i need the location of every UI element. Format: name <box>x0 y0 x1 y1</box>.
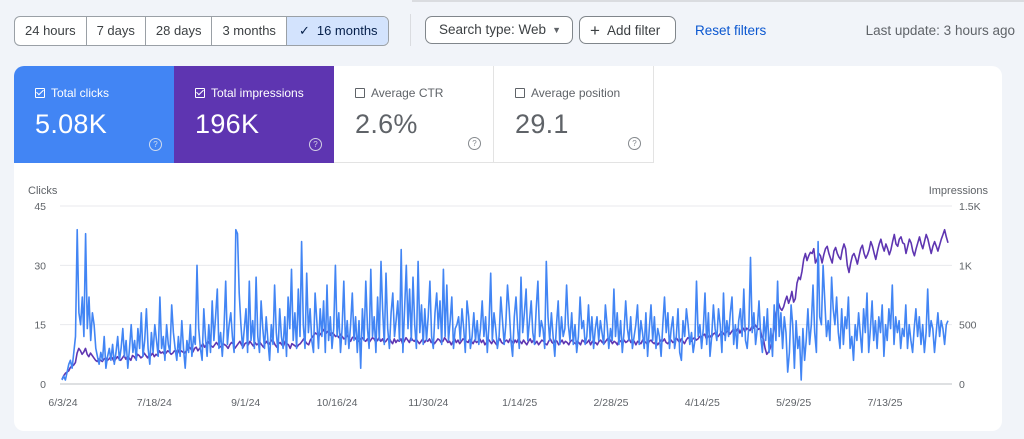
range-24-hours[interactable]: 24 hours <box>15 17 87 45</box>
y-right-tick-label: 0 <box>959 379 965 391</box>
x-tick-label: 4/14/25 <box>685 397 720 409</box>
x-tick-label: 11/30/24 <box>408 397 448 409</box>
metric-total-impressions-label-row: Total impressions <box>195 86 334 100</box>
checkbox-checked-icon[interactable] <box>195 88 205 98</box>
range-16-months-label: 16 months <box>316 23 378 38</box>
checkmark-icon: ✓ <box>298 23 310 38</box>
y-left-tick-label: 15 <box>34 320 46 332</box>
metric-total-impressions[interactable]: Total impressions 196K ? <box>174 66 334 163</box>
search-type-label: Search type: Web <box>439 22 547 37</box>
dropdown-caret-icon: ▼ <box>552 25 561 35</box>
metric-total-clicks-label-row: Total clicks <box>35 86 174 100</box>
y-right-tick-label: 1.5K <box>959 201 981 213</box>
x-tick-label: 7/13/25 <box>867 397 902 409</box>
metric-label: Average CTR <box>371 86 444 100</box>
x-tick-label: 2/28/25 <box>593 397 628 409</box>
help-circle-icon[interactable]: ? <box>309 138 322 151</box>
metric-average-ctr[interactable]: Average CTR 2.6% ? <box>334 66 494 163</box>
plus-icon: + <box>590 21 600 40</box>
x-tick-label: 9/1/24 <box>231 397 260 409</box>
range-28-days[interactable]: 28 days <box>146 17 213 45</box>
help-circle-icon[interactable]: ? <box>149 138 162 151</box>
x-tick-label: 10/16/24 <box>317 397 358 409</box>
y-right-axis-title: Impressions <box>929 185 989 197</box>
metric-average-position[interactable]: Average position 29.1 ? <box>494 66 654 163</box>
checkbox-unchecked-icon[interactable] <box>355 88 365 98</box>
add-filter-label: Add filter <box>606 23 661 38</box>
impressions-series-line <box>61 228 949 380</box>
performance-chart: Clicks Impressions 0 0 15 500 30 1K 45 1.5K 6/3/24… <box>28 185 989 409</box>
range-16-months[interactable]: ✓ 16 months <box>286 17 388 45</box>
help-circle-icon[interactable]: ? <box>628 137 641 150</box>
x-tick-label: 6/3/24 <box>48 397 77 409</box>
clicks-series-line <box>61 228 949 381</box>
add-filter-button[interactable]: + Add filter <box>579 16 676 44</box>
metric-label: Total impressions <box>211 86 304 100</box>
y-left-tick-label: 45 <box>34 201 46 213</box>
toolbar-divider <box>410 14 411 46</box>
y-right-tick-label: 500 <box>959 320 977 332</box>
y-left-axis-title: Clicks <box>28 185 58 197</box>
checkbox-unchecked-icon[interactable] <box>515 88 525 98</box>
metric-value: 29.1 <box>515 109 569 139</box>
y-left-tick-label: 30 <box>34 260 46 272</box>
help-circle-icon[interactable]: ? <box>468 137 481 150</box>
metric-total-clicks[interactable]: Total clicks 5.08K ? <box>14 66 174 163</box>
metric-value: 196K <box>195 109 260 139</box>
metric-label: Total clicks <box>51 86 110 100</box>
metric-label: Average position <box>531 86 621 100</box>
metric-value: 5.08K <box>35 109 108 139</box>
last-update-text: Last update: 3 hours ago <box>865 23 1015 38</box>
performance-card: Total clicks 5.08K ? Total impressions 1… <box>14 66 1002 431</box>
range-3-months[interactable]: 3 months <box>212 17 287 45</box>
search-type-dropdown[interactable]: Search type: Web ▼ <box>425 16 573 44</box>
metric-value: 2.6% <box>355 109 418 139</box>
y-left-tick-label: 0 <box>40 379 46 391</box>
x-tick-label: 5/29/25 <box>776 397 811 409</box>
metric-average-position-label-row: Average position <box>515 86 653 100</box>
range-7-days[interactable]: 7 days <box>87 17 146 45</box>
toolbar: 24 hours 7 days 28 days 3 months ✓ 16 mon… <box>0 0 1024 62</box>
checkbox-checked-icon[interactable] <box>35 88 45 98</box>
y-right-tick-label: 1K <box>959 260 972 272</box>
x-tick-label: 7/18/24 <box>137 397 172 409</box>
date-range-selector: 24 hours 7 days 28 days 3 months ✓ 16 mon… <box>14 16 389 46</box>
reset-filters-link[interactable]: Reset filters <box>695 23 767 38</box>
metric-average-ctr-label-row: Average CTR <box>355 86 493 100</box>
x-tick-label: 1/14/25 <box>502 397 537 409</box>
top-divider <box>412 0 1024 2</box>
